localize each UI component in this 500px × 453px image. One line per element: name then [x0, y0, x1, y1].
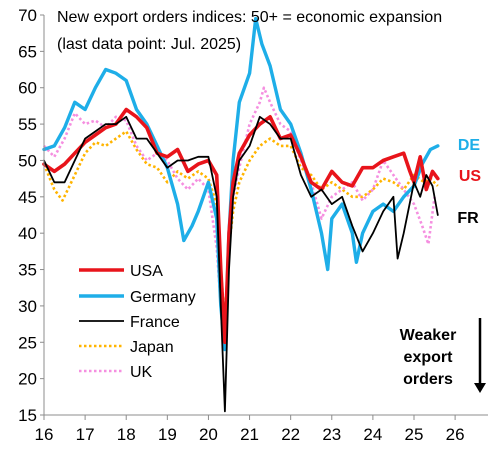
x-tick-label: 17	[76, 425, 95, 444]
x-tick-label: 21	[240, 425, 259, 444]
legend: USA Germany France Japan UK	[79, 263, 196, 381]
legend-label-uk: UK	[130, 364, 153, 381]
y-tick-label: 40	[18, 224, 37, 243]
y-tick-label: 15	[18, 406, 37, 425]
legend-label-france: France	[130, 314, 180, 331]
x-tick-label: 16	[35, 425, 54, 444]
legend-label-usa: USA	[130, 263, 163, 280]
x-tick-label: 20	[199, 425, 218, 444]
annotation-line: export	[404, 349, 454, 366]
end-label-de: DE	[458, 137, 481, 154]
chart-title-line2: (last data point: Jul. 2025)	[57, 36, 241, 53]
legend-label-japan: Japan	[130, 339, 174, 356]
axes-layer: 15 20 25 30 35 40 45 50 55 60 65 70 16 17 18 19 20 21 22 23…	[18, 6, 488, 444]
y-tick-label: 30	[18, 297, 37, 316]
end-label-us: US	[459, 168, 482, 185]
y-tick-label: 50	[18, 151, 37, 170]
series-line-japan	[42, 130, 439, 322]
y-tick-label: 25	[18, 333, 37, 352]
x-tick-label: 23	[322, 425, 341, 444]
x-tick-label: 25	[405, 425, 424, 444]
end-label-fr: FR	[457, 210, 479, 227]
series-line-uk	[43, 86, 436, 344]
x-tick-label: 18	[117, 425, 136, 444]
series-line-france	[43, 115, 439, 413]
text-layer: New export orders indices: 50+ = economi…	[57, 9, 481, 227]
y-tick-label: 35	[18, 261, 37, 280]
down-arrow-icon	[474, 383, 486, 393]
x-tick-label: 19	[158, 425, 177, 444]
x-tick-label: 22	[281, 425, 300, 444]
annotation: Weaker export orders	[400, 318, 486, 393]
series-line-germany	[42, 16, 440, 352]
legend-label-germany: Germany	[130, 289, 196, 306]
annotation-line: orders	[403, 371, 453, 388]
y-tick-label: 65	[18, 42, 37, 61]
y-tick-label: 60	[18, 79, 37, 98]
series-line-usa	[42, 107, 440, 345]
y-tick-label: 45	[18, 188, 37, 207]
y-tick-label: 20	[18, 370, 37, 389]
y-tick-label: 70	[18, 6, 37, 25]
annotation-line: Weaker	[400, 327, 457, 344]
chart-title-line1: New export orders indices: 50+ = economi…	[57, 9, 442, 26]
series-layer	[42, 16, 440, 413]
x-tick-label: 26	[446, 425, 465, 444]
y-tick-label: 55	[18, 115, 37, 134]
x-tick-label: 24	[363, 425, 382, 444]
